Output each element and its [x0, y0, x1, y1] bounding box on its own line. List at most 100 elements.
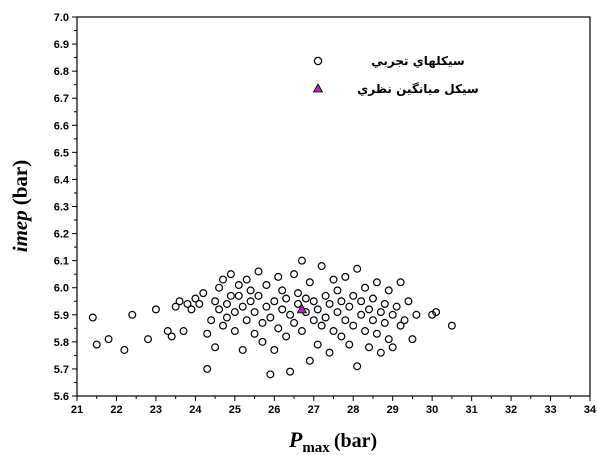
x-tick-label: 24: [189, 404, 202, 416]
data-point: [321, 313, 330, 322]
data-point: [266, 313, 275, 322]
data-point: [376, 308, 385, 317]
data-point: [290, 270, 299, 279]
data-point: [242, 316, 251, 325]
data-point: [290, 318, 299, 327]
data-point: [191, 294, 200, 303]
data-point: [365, 305, 374, 314]
y-axis-title-unit: (bar): [8, 160, 32, 206]
data-point: [368, 316, 377, 325]
y-tick-label: 5.8: [54, 337, 69, 349]
x-tick-label: 34: [584, 404, 597, 416]
x-tick-label: 31: [465, 404, 477, 416]
x-tick-label: 28: [347, 404, 359, 416]
data-point: [230, 308, 239, 317]
plot-frame: [76, 16, 591, 397]
data-point: [309, 316, 318, 325]
data-point: [175, 297, 184, 306]
data-point: [293, 289, 302, 298]
data-point: [219, 321, 228, 330]
data-point: [384, 335, 393, 344]
data-point: [313, 305, 322, 314]
data-point: [128, 310, 137, 319]
data-point: [258, 337, 267, 346]
data-point: [274, 272, 283, 281]
data-point: [432, 308, 441, 317]
y-tick-label: 6.7: [54, 93, 69, 105]
x-tick-label: 23: [150, 404, 162, 416]
data-point: [380, 299, 389, 308]
y-tick-label: 6.0: [54, 283, 69, 295]
y-tick-label: 6.4: [54, 174, 70, 186]
x-tick-label: 27: [308, 404, 320, 416]
data-point: [321, 291, 330, 300]
data-point: [278, 286, 287, 295]
data-point: [92, 340, 101, 349]
x-tick-label: 22: [110, 404, 122, 416]
data-point: [317, 262, 326, 271]
data-point: [305, 356, 314, 365]
data-point: [353, 264, 362, 273]
x-tick-label: 29: [387, 404, 399, 416]
y-tick-label: 6.6: [54, 120, 69, 132]
x-tick-label: 33: [544, 404, 556, 416]
data-point: [313, 340, 322, 349]
data-point: [376, 348, 385, 357]
data-point: [234, 281, 243, 290]
y-tick-label: 7.0: [54, 12, 69, 24]
legend-label-mean: سيکل ميانگين نظري: [357, 82, 478, 96]
data-point: [357, 310, 366, 319]
data-point: [250, 308, 259, 317]
data-point: [242, 275, 251, 284]
data-point: [349, 291, 358, 300]
y-tick-label: 6.8: [54, 66, 69, 78]
data-point: [428, 310, 437, 319]
data-point: [297, 256, 306, 265]
data-point: [88, 313, 97, 322]
data-point: [246, 297, 255, 306]
data-point: [207, 316, 216, 325]
x-axis-title: Pmax (bar): [288, 427, 377, 455]
data-point: [341, 316, 350, 325]
data-point: [388, 310, 397, 319]
data-point: [392, 302, 401, 311]
legend-marker-circle: [313, 56, 323, 66]
data-point: [270, 345, 279, 354]
data-point: [345, 302, 354, 311]
data-point: [179, 327, 188, 336]
data-point: [408, 335, 417, 344]
data-point: [412, 310, 421, 319]
data-point: [341, 272, 350, 281]
data-point: [282, 294, 291, 303]
legend-label-experimental: سيکلهاي تجربي: [371, 54, 464, 68]
data-point: [144, 335, 153, 344]
data-point: [167, 332, 176, 341]
data-point: [250, 329, 259, 338]
data-point: [274, 324, 283, 333]
data-point: [384, 286, 393, 295]
data-point: [163, 327, 172, 336]
y-tick-label: 6.9: [54, 39, 69, 51]
data-point: [278, 305, 287, 314]
data-point: [238, 345, 247, 354]
data-point: [329, 275, 338, 284]
data-point: [325, 348, 334, 357]
data-point: [262, 302, 271, 311]
legend: سيکلهاي تجربي سيکل ميانگين نظري: [312, 54, 479, 96]
y-tick-label: 6.2: [54, 229, 69, 241]
data-point: [297, 327, 306, 336]
data-point: [365, 343, 374, 352]
y-axis-title: imep (bar): [8, 160, 32, 253]
data-point: [195, 299, 204, 308]
y-tick-label: 6.5: [54, 147, 69, 159]
data-point: [120, 345, 129, 354]
data-point: [219, 275, 228, 284]
data-point: [301, 294, 310, 303]
x-axis: 21 22 23 24 25 26 27 28 29 30 31 32 33 34: [71, 396, 597, 416]
data-point: [349, 321, 358, 330]
y-tick-label: 6.3: [54, 202, 69, 214]
data-point: [353, 362, 362, 371]
data-point: [203, 329, 212, 338]
data-point: [262, 281, 271, 290]
